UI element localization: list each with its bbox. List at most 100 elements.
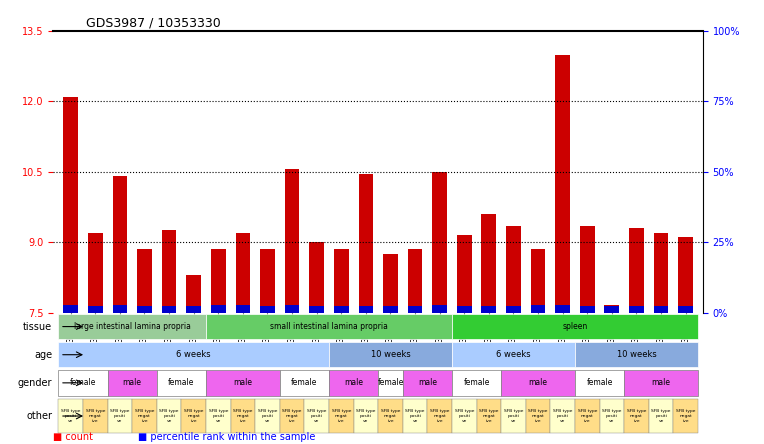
Bar (63, 305, 78, 313)
Bar (211, 249, 225, 313)
FancyBboxPatch shape (83, 399, 108, 433)
Text: 10 weeks: 10 weeks (617, 350, 656, 359)
Text: SFB type
positi
ve: SFB type positi ve (602, 409, 622, 423)
Bar (629, 228, 644, 313)
Bar (235, 233, 251, 313)
Text: SFB type
negat
ive: SFB type negat ive (283, 409, 302, 423)
Text: 6 weeks: 6 weeks (496, 350, 531, 359)
Text: SFB type
negat
ive: SFB type negat ive (626, 409, 646, 423)
Bar (235, 305, 251, 313)
Bar (88, 233, 102, 313)
Text: male: male (123, 378, 141, 387)
FancyBboxPatch shape (157, 399, 181, 433)
Bar (531, 249, 545, 313)
Text: spleen: spleen (562, 322, 588, 331)
Bar (654, 233, 668, 313)
Bar (457, 305, 471, 313)
Bar (506, 305, 521, 313)
Bar (555, 305, 570, 313)
Bar (531, 305, 545, 313)
Text: SFB type
positi
ve: SFB type positi ve (160, 409, 179, 423)
Bar (580, 305, 594, 313)
Text: SFB type
negat
ive: SFB type negat ive (676, 409, 695, 423)
Text: ■ count: ■ count (53, 432, 93, 442)
Text: GDS3987 / 10353330: GDS3987 / 10353330 (86, 17, 221, 30)
FancyBboxPatch shape (477, 399, 501, 433)
Text: SFB type
positi
ve: SFB type positi ve (553, 409, 572, 423)
Text: age: age (34, 350, 52, 360)
Bar (162, 230, 176, 313)
Bar (678, 238, 693, 313)
Text: SFB type
positi
ve: SFB type positi ve (406, 409, 425, 423)
FancyBboxPatch shape (427, 399, 452, 433)
Bar (211, 305, 225, 313)
FancyBboxPatch shape (624, 370, 698, 396)
FancyBboxPatch shape (255, 399, 280, 433)
Bar (506, 226, 521, 313)
Text: male: male (418, 378, 437, 387)
Text: SFB type
positi
ve: SFB type positi ve (257, 409, 277, 423)
Bar (137, 305, 152, 313)
Bar (260, 305, 275, 313)
Text: gender: gender (18, 378, 52, 388)
FancyBboxPatch shape (501, 370, 575, 396)
FancyBboxPatch shape (231, 399, 255, 433)
Text: female: female (587, 378, 613, 387)
Bar (604, 305, 620, 313)
Text: female: female (464, 378, 490, 387)
FancyBboxPatch shape (452, 399, 477, 433)
Text: SFB type
negat
ive: SFB type negat ive (233, 409, 253, 423)
Bar (112, 305, 128, 313)
FancyBboxPatch shape (501, 399, 526, 433)
Bar (555, 55, 570, 313)
Bar (629, 305, 644, 313)
Bar (654, 305, 668, 313)
FancyBboxPatch shape (280, 370, 329, 396)
Text: SFB type
negat
ive: SFB type negat ive (184, 409, 203, 423)
FancyBboxPatch shape (526, 399, 550, 433)
Bar (334, 249, 348, 313)
Bar (186, 305, 201, 313)
FancyBboxPatch shape (329, 342, 452, 367)
FancyBboxPatch shape (575, 370, 624, 396)
FancyBboxPatch shape (378, 370, 403, 396)
Bar (137, 249, 152, 313)
Text: SFB type
negat
ive: SFB type negat ive (380, 409, 400, 423)
FancyBboxPatch shape (452, 342, 575, 367)
Text: SFB type
positi
ve: SFB type positi ve (61, 409, 80, 423)
FancyBboxPatch shape (132, 399, 157, 433)
FancyBboxPatch shape (206, 399, 231, 433)
Text: SFB type
negat
ive: SFB type negat ive (134, 409, 154, 423)
FancyBboxPatch shape (108, 370, 157, 396)
Text: SFB type
positi
ve: SFB type positi ve (110, 409, 130, 423)
FancyBboxPatch shape (108, 399, 132, 433)
Text: SFB type
negat
ive: SFB type negat ive (86, 409, 105, 423)
Bar (481, 214, 497, 313)
Text: SFB type
negat
ive: SFB type negat ive (430, 409, 449, 423)
Text: SFB type
negat
ive: SFB type negat ive (578, 409, 597, 423)
Text: female: female (70, 378, 96, 387)
Text: SFB type
negat
ive: SFB type negat ive (479, 409, 499, 423)
FancyBboxPatch shape (624, 399, 649, 433)
Bar (162, 305, 176, 313)
FancyBboxPatch shape (58, 342, 329, 367)
FancyBboxPatch shape (649, 399, 673, 433)
Text: female: female (168, 378, 195, 387)
Text: 6 weeks: 6 weeks (176, 350, 211, 359)
Text: SFB type
positi
ve: SFB type positi ve (652, 409, 671, 423)
FancyBboxPatch shape (600, 399, 624, 433)
Text: large intestinal lamina propria: large intestinal lamina propria (74, 322, 191, 331)
Text: SFB type
negat
ive: SFB type negat ive (529, 409, 548, 423)
Bar (260, 249, 275, 313)
Bar (481, 305, 497, 313)
Bar (432, 172, 447, 313)
Bar (285, 305, 299, 313)
Text: other: other (26, 411, 52, 421)
Text: small intestinal lamina propria: small intestinal lamina propria (270, 322, 388, 331)
Bar (678, 305, 693, 313)
Text: male: male (529, 378, 548, 387)
FancyBboxPatch shape (550, 399, 575, 433)
Bar (432, 305, 447, 313)
FancyBboxPatch shape (58, 370, 108, 396)
Bar (186, 275, 201, 313)
